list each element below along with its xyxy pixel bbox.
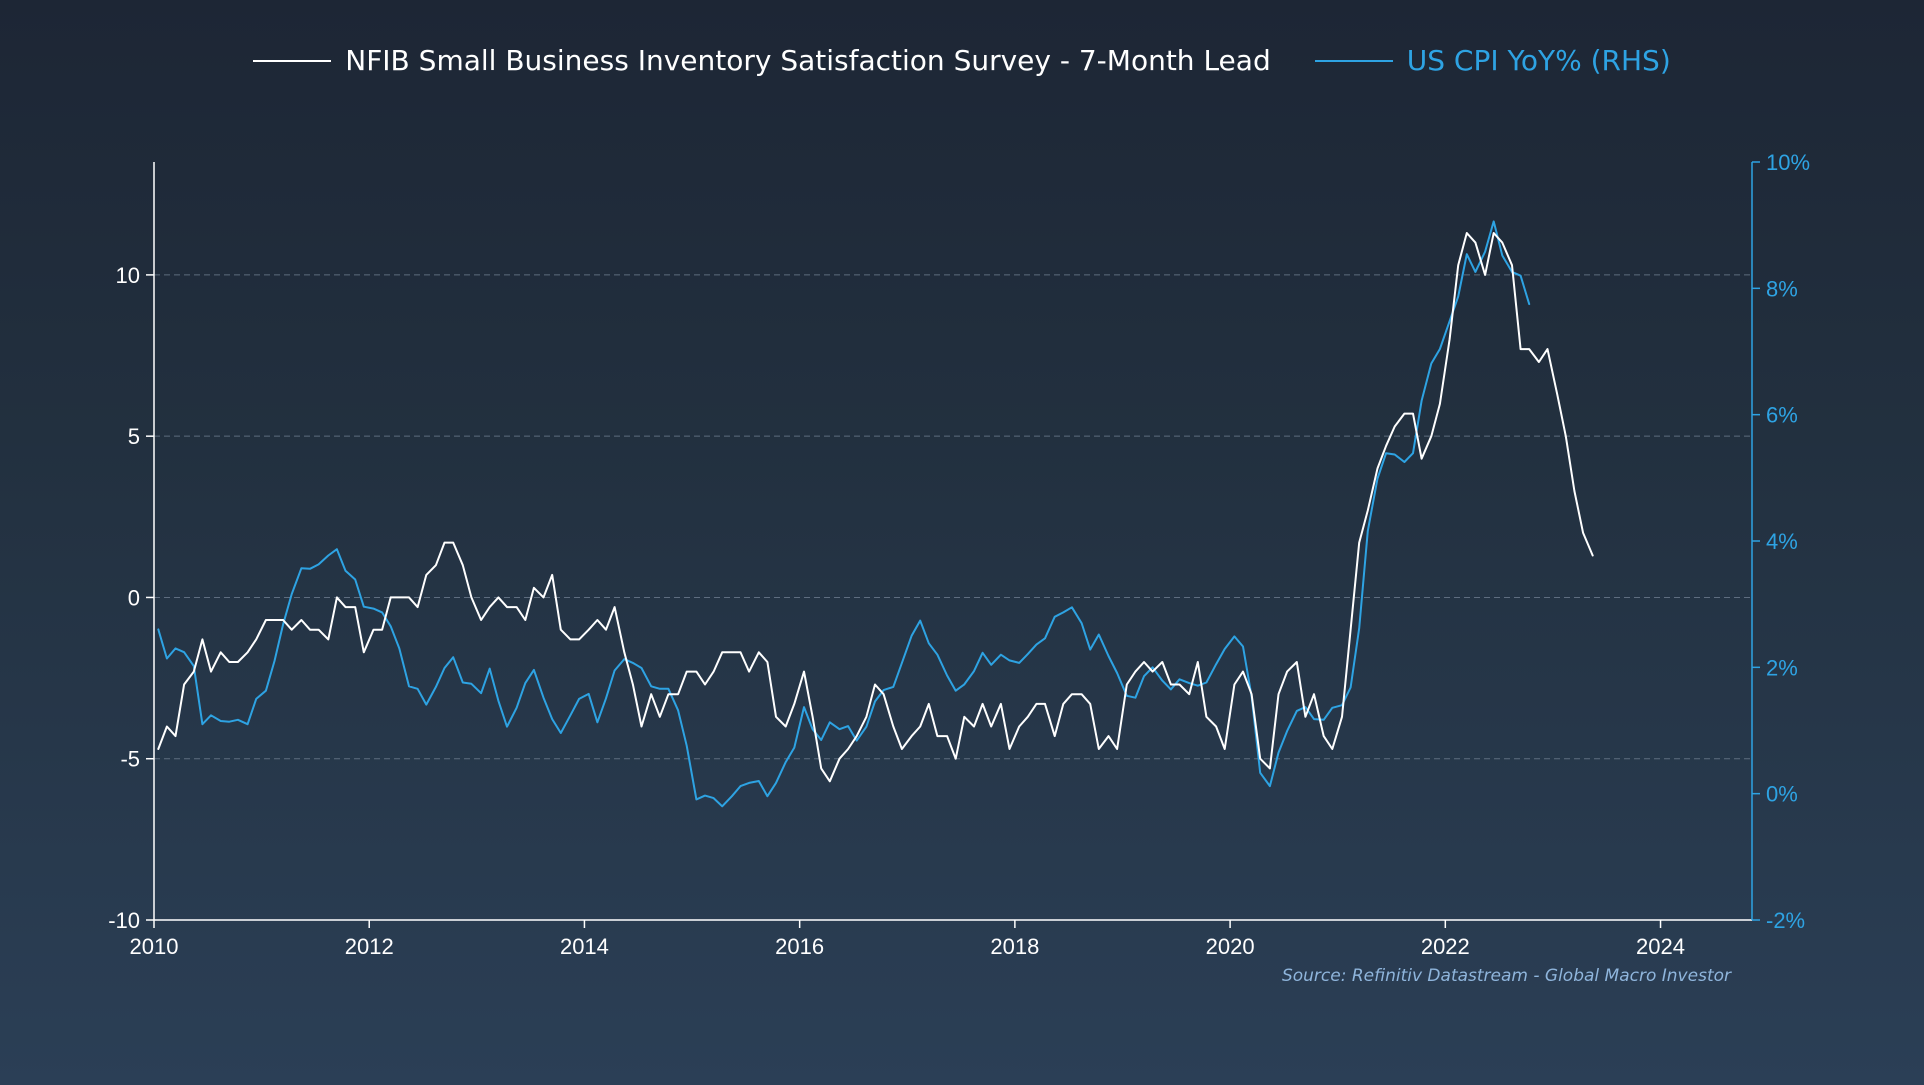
legend-label-cpi: US CPI YoY% (RHS) xyxy=(1406,44,1671,77)
x-axis-tick-label: 2014 xyxy=(560,934,609,959)
x-axis-tick-label: 2010 xyxy=(130,934,179,959)
right-axis-tick-label: 6% xyxy=(1766,403,1798,428)
left-axis-tick-label: 0 xyxy=(128,585,140,610)
source-note: Source: Refinitiv Datastream - Global Ma… xyxy=(1281,966,1731,986)
x-axis-tick-label: 2024 xyxy=(1636,934,1685,959)
x-axis-tick-label: 2022 xyxy=(1421,934,1470,959)
right-axis-tick-label: 4% xyxy=(1766,529,1798,554)
legend-swatch-nfib xyxy=(253,59,332,62)
left-axis-tick-label: 10 xyxy=(116,263,140,288)
legend: NFIB Small Business Inventory Satisfacti… xyxy=(0,44,1924,77)
legend-item-nfib: NFIB Small Business Inventory Satisfacti… xyxy=(253,44,1271,77)
right-axis-tick-label: 0% xyxy=(1766,782,1798,807)
series-line-cpi xyxy=(157,220,1531,808)
legend-label-nfib: NFIB Small Business Inventory Satisfacti… xyxy=(345,44,1271,77)
x-axis-tick-label: 2020 xyxy=(1206,934,1255,959)
x-axis-tick-label: 2012 xyxy=(345,934,394,959)
right-axis-tick-label: 2% xyxy=(1766,655,1798,680)
series-line-nfib xyxy=(157,232,1594,783)
right-axis-tick-label: 10% xyxy=(1766,150,1810,175)
left-axis-tick-label: 5 xyxy=(128,424,140,449)
legend-item-cpi: US CPI YoY% (RHS) xyxy=(1314,44,1671,77)
left-axis-tick-label: -10 xyxy=(108,908,140,933)
x-axis-tick-label: 2018 xyxy=(990,934,1039,959)
left-axis-tick-label: -5 xyxy=(120,747,140,772)
x-axis-tick-label: 2016 xyxy=(775,934,824,959)
right-axis-tick-label: -2% xyxy=(1766,908,1805,933)
right-axis-tick-label: 8% xyxy=(1766,276,1798,301)
legend-swatch-cpi xyxy=(1314,59,1393,62)
